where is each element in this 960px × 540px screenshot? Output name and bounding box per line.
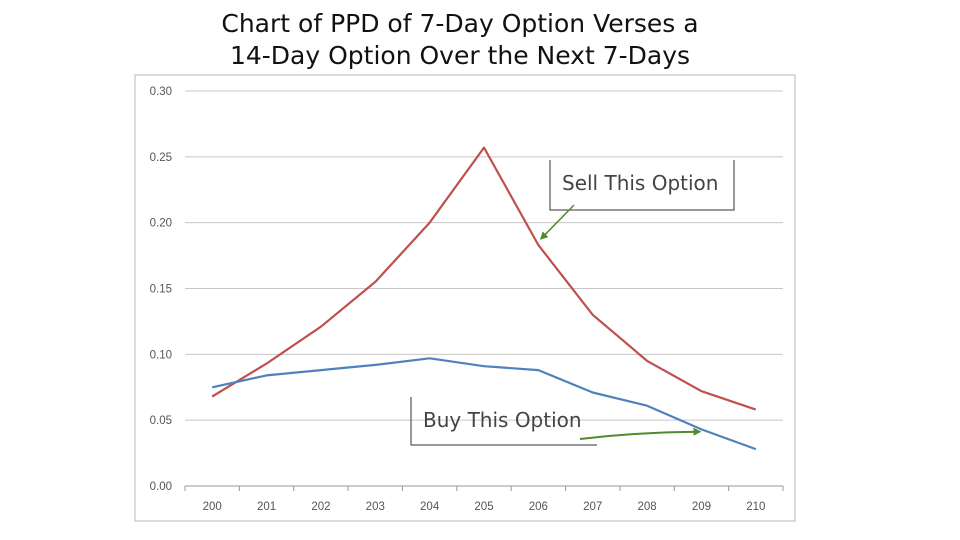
x-tick-label: 201 <box>257 501 276 513</box>
sell-callout-border <box>549 160 735 211</box>
x-tick-label: 204 <box>420 501 440 513</box>
slide-title: Chart of PPD of 7-Day Option Verses a 14… <box>0 8 920 72</box>
axes: 0.00 0.05 0.10 0.15 0.20 0.25 0.30 200 201 202 203… <box>150 86 784 513</box>
y-tick-label: 0.20 <box>150 218 172 230</box>
x-tick-label: 209 <box>692 501 711 513</box>
y-tick-label: 0.00 <box>150 481 172 493</box>
annotations: Sell This Option Buy This Option <box>410 160 735 446</box>
x-tick-label: 208 <box>637 501 656 513</box>
series-line-2 <box>211 357 757 451</box>
y-tick-label: 0.10 <box>150 349 172 361</box>
sell-callout-label: Sell This Option <box>562 171 718 195</box>
buy-callout-label: Buy This Option <box>423 408 582 432</box>
y-tick-label: 0.15 <box>150 284 172 296</box>
x-tick-label: 206 <box>529 501 548 513</box>
slide-title-line1: Chart of PPD of 7-Day Option Verses a <box>221 9 699 38</box>
series-lines <box>211 146 757 451</box>
x-tick-label: 205 <box>474 501 493 513</box>
x-tick-label: 202 <box>311 501 330 513</box>
x-tick-label: 210 <box>746 501 765 513</box>
y-tick-label: 0.30 <box>150 86 172 98</box>
buy-callout-border <box>410 397 597 446</box>
slide-title-line2: 14-Day Option Over the Next 7-Days <box>229 41 691 70</box>
y-tick-label: 0.25 <box>150 152 172 164</box>
x-tick-label: 203 <box>366 501 385 513</box>
chart-frame <box>134 74 796 522</box>
x-tick-label: 200 <box>203 501 222 513</box>
gridlines <box>185 90 783 487</box>
buy-callout-arrow <box>579 427 702 440</box>
y-tick-label: 0.05 <box>150 415 172 427</box>
x-tick-label: 207 <box>583 501 602 513</box>
sell-callout-arrow <box>539 204 575 240</box>
series-line-1 <box>211 146 757 411</box>
